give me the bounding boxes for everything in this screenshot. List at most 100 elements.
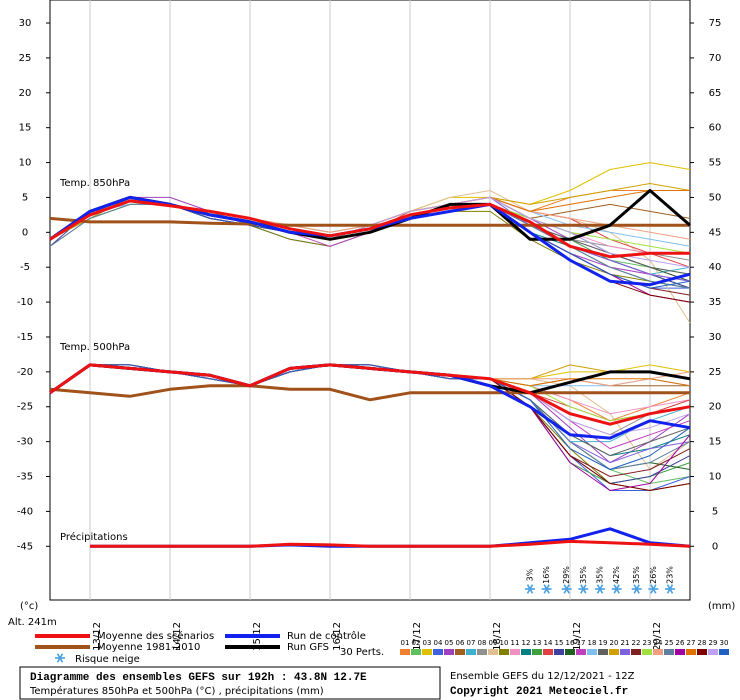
y2-tick-label: 15	[709, 437, 722, 448]
legend-swatch	[576, 649, 586, 655]
y2-tick-label: 45	[709, 227, 722, 238]
y2-tick-label: 65	[709, 88, 722, 99]
legend-swatch	[631, 649, 641, 655]
legend-swatch	[466, 649, 476, 655]
perturbation-line	[49, 203, 691, 275]
snow-risk-label: 16%	[542, 566, 551, 584]
snow-risk-label: 35%	[579, 566, 588, 584]
legend-swatch	[554, 649, 564, 655]
series-line	[49, 199, 690, 259]
legend-swatch	[411, 649, 421, 655]
legend-swatch	[697, 649, 707, 655]
legend-label: 24	[654, 639, 663, 647]
legend-label: Run GFS	[287, 642, 329, 653]
legend-label: 10	[500, 639, 509, 647]
title-box	[19, 666, 441, 700]
legend-swatch	[488, 649, 498, 655]
y2-tick-label: 75	[709, 18, 722, 29]
legend-swatch	[400, 649, 410, 655]
perturbation-line	[49, 196, 691, 303]
y-tick-label: 10	[19, 158, 32, 169]
snow-icon	[596, 584, 604, 594]
y-tick-label: -20	[17, 367, 33, 378]
legend-swatch	[642, 649, 652, 655]
annotation: Temp. 500hPa	[59, 342, 130, 353]
legend-label: Moyenne des scénarios	[97, 630, 214, 642]
legend-label: 14	[544, 639, 553, 647]
legend-swatch	[422, 649, 432, 655]
legend-label: 18	[588, 639, 597, 647]
y2-tick-label: 10	[709, 472, 722, 483]
x-tick-label: 18/12	[492, 622, 503, 651]
snow-risk-label: 35%	[632, 566, 641, 584]
y2-axis-label: (mm)	[708, 601, 735, 612]
perturbation-line	[49, 196, 691, 296]
legend-label: 03	[423, 639, 432, 647]
legend-swatch	[532, 649, 542, 655]
y-tick-label: -15	[17, 332, 33, 343]
precip-line	[90, 539, 691, 548]
y-tick-label: -5	[20, 262, 30, 273]
legend-label: 11	[511, 639, 520, 647]
snow-risk-label: 35%	[596, 566, 605, 584]
altitude: Alt. 241m	[8, 617, 57, 628]
y2-tick-label: 5	[712, 506, 718, 517]
perturbation-line	[49, 196, 691, 289]
legend-swatch	[510, 649, 520, 655]
legend-label: 28	[698, 639, 707, 647]
snow-risk-label: 29%	[562, 566, 571, 584]
legend-swatch	[521, 649, 531, 655]
snow-icon	[650, 584, 657, 594]
annotation: Temp. 850hPa	[59, 178, 130, 189]
snow-risk-label: 26%	[649, 566, 658, 584]
snow-icon	[580, 584, 587, 594]
legend-label: 13	[533, 639, 542, 647]
legend-label: 22	[632, 639, 641, 647]
legend-swatch	[444, 649, 454, 655]
legend-label: Run de contrôle	[287, 630, 366, 642]
legend-swatch	[477, 649, 487, 655]
legend-label: 08	[478, 639, 487, 647]
legend-label: 17	[577, 639, 586, 647]
legend-label: Moyenne 1981-2010	[97, 642, 200, 653]
y-tick-label: -40	[17, 506, 33, 517]
y-tick-label: -10	[17, 297, 33, 308]
y2-tick-label: 60	[709, 123, 722, 134]
legend-label: 30	[720, 639, 729, 647]
legend-label: 02	[412, 639, 421, 647]
perturbation-line	[49, 364, 691, 491]
y2-tick-label: 0	[712, 541, 718, 552]
legend-swatch	[719, 649, 729, 655]
snow-icon	[526, 584, 534, 594]
perturbation-line	[49, 196, 691, 289]
y2-tick-label: 40	[709, 262, 722, 273]
perturbation-line	[49, 364, 691, 464]
perturbation-line	[49, 364, 691, 491]
legend-label: 29	[709, 639, 718, 647]
x-tick-label: 19/12	[572, 622, 583, 651]
y2-tick-label: 25	[709, 367, 722, 378]
legend-label: 19	[599, 639, 608, 647]
x-tick-label: 14/12	[172, 622, 183, 651]
snow-icon	[543, 584, 550, 594]
legend-swatch	[598, 649, 608, 655]
legend-label: 21	[621, 639, 630, 647]
annotation: Précipitations	[60, 531, 128, 543]
y-tick-label: -30	[17, 437, 33, 448]
snow-risk-label: 3%	[526, 568, 535, 581]
legend-label: 05	[445, 639, 454, 647]
x-tick-label: 20/12	[652, 622, 663, 651]
y-tick-label: 20	[19, 88, 32, 99]
y-tick-label: 25	[19, 53, 32, 64]
legend-swatch	[455, 649, 465, 655]
plot-frame	[49, 0, 691, 601]
legend-label: 06	[456, 639, 465, 647]
legend-swatch	[653, 649, 663, 655]
x-tick-label: 17/12	[412, 622, 423, 651]
legend-label: 27	[687, 639, 696, 647]
y-tick-label: 15	[19, 123, 32, 134]
perturbation-line	[49, 364, 691, 491]
legend-label: 16	[566, 639, 575, 647]
legend-label: 20	[610, 639, 619, 647]
perturbation-line	[49, 196, 691, 289]
